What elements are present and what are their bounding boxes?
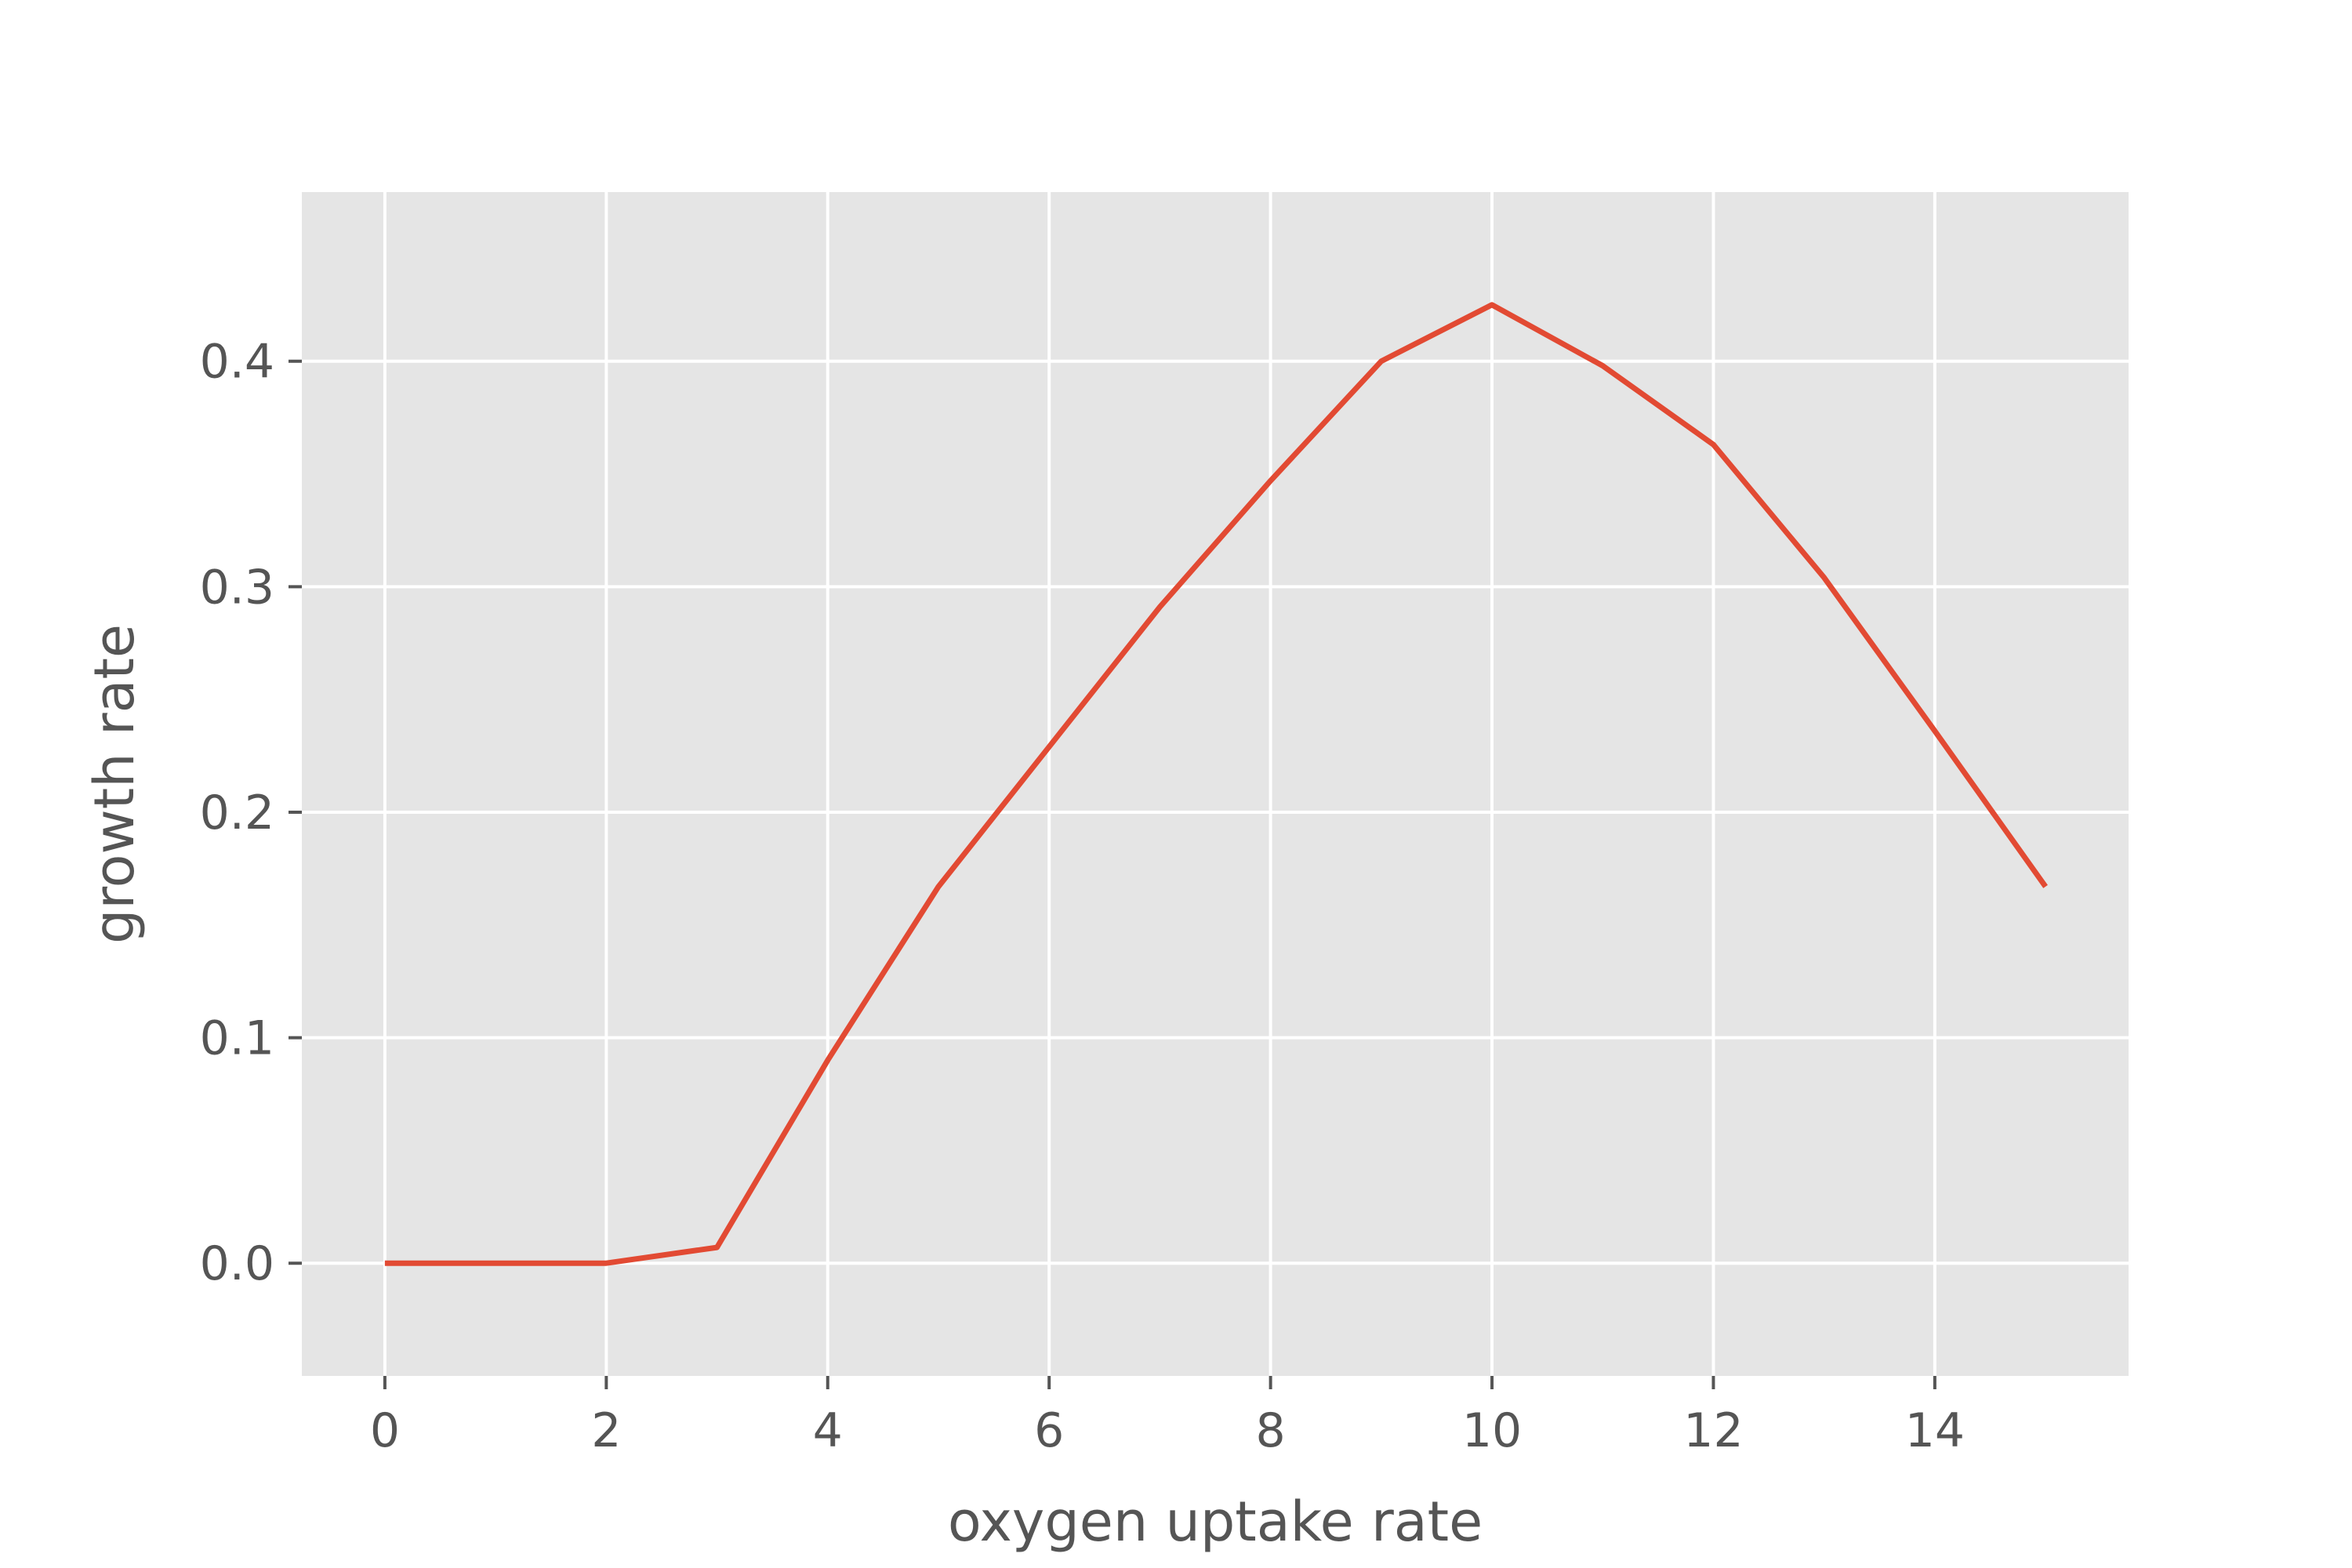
x-axis-label: oxygen uptake rate — [948, 1490, 1483, 1554]
axis-ticks — [289, 359, 1936, 1389]
x-tick-label: 6 — [1034, 1403, 1064, 1458]
y-tick-label: 0.2 — [200, 786, 274, 840]
x-tick-label: 12 — [1683, 1403, 1743, 1458]
x-tick-label: 0 — [370, 1403, 400, 1458]
plot-background — [302, 192, 2129, 1376]
x-tick-label: 2 — [591, 1403, 621, 1458]
x-tick-label: 8 — [1256, 1403, 1286, 1458]
y-tick-label: 0.1 — [200, 1011, 274, 1066]
x-tick-label: 14 — [1905, 1403, 1965, 1458]
y-tick-label: 0.3 — [200, 560, 274, 615]
x-tick-label: 4 — [813, 1403, 843, 1458]
series-group — [384, 302, 2048, 1266]
tick-labels: 0 2 4 6 8 10 12 14 0.0 0.1 0.2 0.3 0.4 — [200, 335, 1965, 1458]
grid-lines — [302, 192, 2129, 1376]
y-tick-label: 0.0 — [200, 1236, 274, 1291]
y-axis-label: growth rate — [82, 624, 147, 944]
x-tick-label: 10 — [1462, 1403, 1522, 1458]
y-tick-label: 0.4 — [200, 335, 274, 390]
series-line — [384, 302, 2048, 1266]
